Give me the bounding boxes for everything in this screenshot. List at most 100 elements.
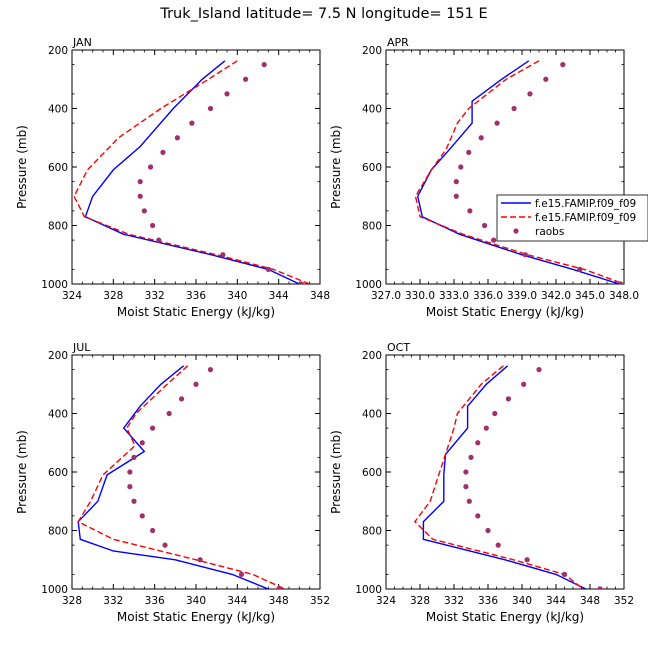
raobs-point bbox=[207, 105, 214, 112]
y-tick-label: 600 bbox=[48, 162, 68, 174]
chart-panel-jan: 324 328 332 336 340 344 348 200 400 600 800 1000 JAN… bbox=[15, 36, 330, 319]
chart-panel-jul: 328 332 336 340 344 348 352 200 400 600 800 1000 JUL… bbox=[15, 341, 330, 624]
y-tick-label: 1000 bbox=[41, 279, 68, 291]
raobs-point bbox=[483, 425, 489, 431]
legend-label: raobs bbox=[535, 226, 564, 238]
legend: f.e15.FAMIP.f09_f09 f.e15.FAMIP.f09_f09ra… bbox=[496, 194, 648, 242]
x-tick-label: 327.0 bbox=[371, 290, 401, 302]
x-tick-label: 344 bbox=[269, 290, 289, 302]
raobs-point bbox=[491, 237, 497, 243]
x-axis-title: Moist Static Energy (kJ/kg) bbox=[426, 610, 584, 624]
model-line-solid bbox=[416, 60, 620, 284]
raobs-point bbox=[127, 469, 133, 475]
raobs-point bbox=[150, 527, 156, 534]
raobs-point bbox=[298, 281, 304, 284]
raobs-point bbox=[475, 440, 481, 446]
raobs-point bbox=[577, 266, 583, 272]
raobs-point bbox=[524, 557, 530, 563]
y-tick-label: 400 bbox=[362, 409, 382, 421]
raobs-point bbox=[505, 396, 511, 402]
x-tick-label: 345.0 bbox=[575, 290, 605, 302]
raobs-point bbox=[193, 381, 199, 387]
x-tick-label: 348 bbox=[310, 290, 330, 302]
x-tick-label: 340 bbox=[186, 595, 206, 607]
legend-label: f.e15.FAMIP.f09_f09 bbox=[535, 198, 636, 210]
y-tick-label: 800 bbox=[48, 526, 68, 538]
x-tick-label: 348 bbox=[269, 595, 289, 607]
y-tick-label: 800 bbox=[48, 221, 68, 233]
y-axis-title: Pressure (mb) bbox=[15, 125, 29, 209]
x-axis-title: Moist Static Energy (kJ/kg) bbox=[426, 305, 584, 319]
x-tick-label: 340 bbox=[512, 595, 532, 607]
x-tick-label: 344 bbox=[227, 595, 247, 607]
raobs-point bbox=[521, 381, 527, 387]
raobs-point bbox=[276, 586, 282, 589]
raobs-point bbox=[560, 62, 566, 68]
y-tick-label: 400 bbox=[48, 104, 68, 116]
y-tick-label: 1000 bbox=[355, 279, 382, 291]
raobs-point bbox=[174, 135, 180, 141]
raobs-point bbox=[162, 542, 168, 548]
x-axis-title: Moist Static Energy (kJ/kg) bbox=[117, 610, 275, 624]
x-tick-label: 336 bbox=[478, 595, 498, 607]
x-tick-label: 328 bbox=[62, 595, 82, 607]
raobs-point bbox=[189, 120, 195, 126]
raobs-point bbox=[243, 76, 249, 82]
x-tick-label: 348.0 bbox=[609, 290, 639, 302]
raobs-point bbox=[207, 367, 214, 373]
x-tick-label: 352 bbox=[614, 595, 634, 607]
raobs-point bbox=[139, 513, 145, 519]
raobs-point bbox=[463, 469, 469, 475]
raobs-point bbox=[485, 527, 491, 534]
y-tick-label: 1000 bbox=[41, 584, 68, 596]
raobs-point bbox=[139, 440, 145, 446]
x-tick-label: 344 bbox=[546, 595, 566, 607]
panel-label: JAN bbox=[72, 36, 92, 49]
y-tick-label: 600 bbox=[48, 467, 68, 479]
y-tick-label: 200 bbox=[48, 45, 68, 57]
x-tick-label: 340 bbox=[227, 290, 247, 302]
raobs-point bbox=[511, 105, 517, 112]
chart-panel-apr: 327.0 330.0 333.0 336.0 339.0 342.0 345.0 348.0… bbox=[329, 36, 639, 319]
page-title: Truk_Island latitude= 7.5 N longitude= 1… bbox=[160, 6, 488, 22]
y-tick-label: 800 bbox=[362, 221, 382, 233]
x-tick-label: 348 bbox=[580, 595, 600, 607]
x-tick-label: 332 bbox=[103, 595, 123, 607]
raobs-point bbox=[466, 498, 472, 504]
x-tick-label: 330.0 bbox=[405, 290, 435, 302]
raobs-point bbox=[475, 513, 481, 519]
model-line-dashed bbox=[413, 365, 584, 589]
x-tick-label: 352 bbox=[310, 595, 330, 607]
y-tick-label: 200 bbox=[362, 45, 382, 57]
raobs-point bbox=[156, 237, 162, 243]
raobs-point bbox=[561, 571, 568, 577]
raobs-point bbox=[137, 193, 143, 199]
raobs-point bbox=[220, 252, 226, 258]
x-tick-label: 333.0 bbox=[439, 290, 469, 302]
y-tick-label: 400 bbox=[362, 104, 382, 116]
raobs-point bbox=[141, 208, 147, 214]
chart-panel-oct: 324 328 332 336 340 344 348 352 200 400 600 800 1000… bbox=[329, 341, 634, 624]
x-tick-label: 328 bbox=[103, 290, 123, 302]
raobs-point bbox=[453, 179, 459, 185]
y-axis-title: Pressure (mb) bbox=[15, 430, 29, 514]
raobs-point bbox=[261, 62, 267, 68]
model-line-dashed bbox=[414, 60, 624, 284]
raobs-point bbox=[178, 396, 185, 402]
raobs-point bbox=[522, 252, 529, 258]
model-line-solid bbox=[422, 365, 587, 589]
raobs-point bbox=[478, 135, 484, 141]
raobs-point bbox=[458, 164, 464, 170]
x-tick-label: 332 bbox=[444, 595, 464, 607]
y-tick-label: 200 bbox=[362, 350, 382, 362]
y-tick-label: 1000 bbox=[355, 584, 382, 596]
raobs-point bbox=[147, 164, 154, 170]
plot-frame bbox=[71, 354, 321, 590]
panel-label: APR bbox=[387, 36, 409, 49]
raobs-point bbox=[131, 498, 137, 504]
raobs-point bbox=[265, 266, 271, 272]
model-line-solid bbox=[84, 60, 300, 284]
y-tick-label: 600 bbox=[362, 162, 382, 174]
raobs-point bbox=[482, 222, 488, 229]
